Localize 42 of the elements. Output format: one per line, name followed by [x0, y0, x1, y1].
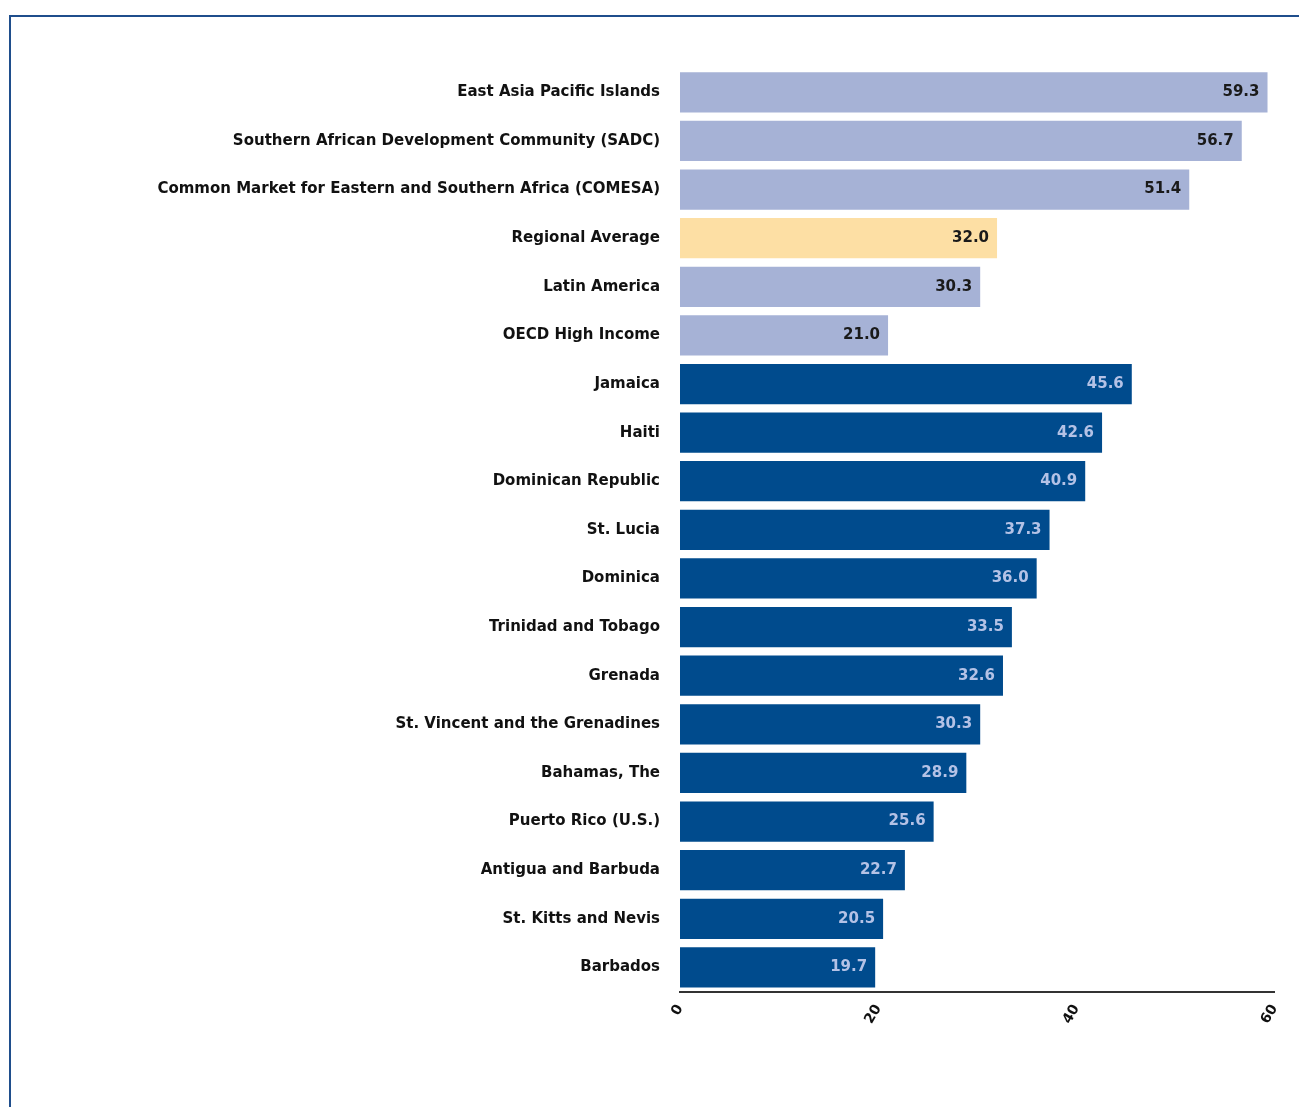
data-label: 32.0: [952, 228, 990, 247]
x-tick-label: 20: [860, 1001, 885, 1027]
y-tick-label: Southern African Development Community (SADC): [232, 130, 660, 149]
y-tick-label: Grenada: [588, 665, 660, 684]
data-label: 30.3: [935, 714, 973, 733]
data-label: 36.0: [991, 568, 1029, 587]
y-tick-label: Bahamas, The: [540, 762, 660, 781]
data-label: 40.9: [1040, 471, 1078, 490]
y-tick-label: OECD High Income: [502, 325, 660, 344]
y-tick-label: Common Market for Eastern and Southern Africa (COMESA): [157, 179, 660, 198]
y-tick-label: Antigua and Barbuda: [480, 860, 660, 879]
x-tick-label: 40: [1058, 1001, 1083, 1027]
y-tick-label: Regional Average: [511, 228, 660, 247]
y-tick-label: Puerto Rico (U.S.): [508, 811, 660, 830]
data-label: 21.0: [843, 325, 881, 344]
y-tick-label: St. Lucia: [586, 519, 660, 538]
y-tick-label: Jamaica: [593, 373, 660, 392]
y-tick-label: St. Kitts and Nevis: [502, 908, 661, 927]
data-label: 59.3: [1222, 82, 1260, 101]
x-tick-label: 0: [667, 1001, 686, 1018]
x-tick-label: 60: [1256, 1001, 1281, 1027]
y-tick-label: Dominican Republic: [492, 471, 660, 490]
data-label: 42.6: [1057, 422, 1095, 441]
y-tick-label: Latin America: [543, 276, 660, 295]
y-tick-label: St. Vincent and the Grenadines: [395, 714, 661, 733]
data-label: 45.6: [1086, 373, 1124, 392]
y-tick-label: Barbados: [580, 957, 661, 976]
data-label: 33.5: [966, 616, 1004, 635]
data-label: 20.5: [838, 908, 876, 927]
y-tick-label: Trinidad and Tobago: [489, 616, 660, 635]
data-label: 28.9: [921, 762, 959, 781]
y-tick-label: Dominica: [581, 568, 660, 587]
data-label: 51.4: [1144, 179, 1182, 198]
data-label: 19.7: [830, 957, 868, 976]
data-label: 22.7: [859, 860, 897, 879]
data-label: 25.6: [888, 811, 926, 830]
data-label: 37.3: [1004, 519, 1042, 538]
data-label: 56.7: [1196, 130, 1234, 149]
data-label: 30.3: [935, 276, 973, 295]
y-tick-label: Haiti: [619, 422, 660, 441]
y-tick-label: East Asia Pacific Islands: [457, 82, 661, 101]
data-label: 32.6: [957, 665, 995, 684]
